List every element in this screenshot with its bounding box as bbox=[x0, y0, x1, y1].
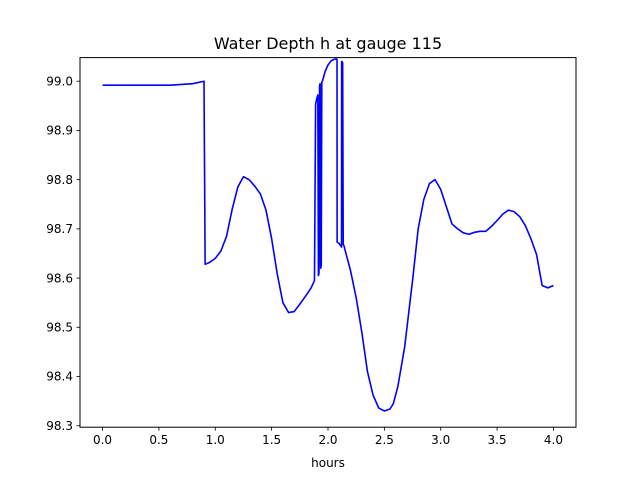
chart-title: Water Depth h at gauge 115 bbox=[214, 34, 442, 53]
x-tick-label: 2.5 bbox=[375, 433, 394, 447]
x-tick-label: 1.0 bbox=[206, 433, 225, 447]
y-tick-label: 98.8 bbox=[46, 173, 73, 187]
series-line bbox=[102, 58, 554, 412]
x-tick-label: 3.5 bbox=[488, 433, 507, 447]
x-tick-label: 1.5 bbox=[262, 433, 281, 447]
y-tick-label: 98.4 bbox=[46, 370, 73, 384]
y-axis: 98.3 98.4 98.5 98.6 98.7 98.8 98.9 99.0 bbox=[46, 74, 80, 433]
y-tick-label: 98.3 bbox=[46, 419, 73, 433]
x-tick-label: 0.5 bbox=[149, 433, 168, 447]
x-tick-label: 0.0 bbox=[93, 433, 112, 447]
x-tick-label: 2.0 bbox=[318, 433, 337, 447]
series-layer bbox=[102, 58, 554, 412]
y-tick-label: 98.9 bbox=[46, 124, 73, 138]
x-tick-label: 4.0 bbox=[544, 433, 563, 447]
x-axis: 0.0 0.5 1.0 1.5 2.0 2.5 3.0 3.5 4.0 bbox=[93, 427, 563, 447]
y-tick-label: 98.7 bbox=[46, 222, 73, 236]
x-axis-label: hours bbox=[311, 456, 345, 470]
y-tick-label: 98.6 bbox=[46, 271, 73, 285]
y-tick-label: 99.0 bbox=[46, 74, 73, 88]
plot-area bbox=[80, 57, 576, 428]
y-tick-label: 98.5 bbox=[46, 320, 73, 334]
x-tick-label: 3.0 bbox=[431, 433, 450, 447]
